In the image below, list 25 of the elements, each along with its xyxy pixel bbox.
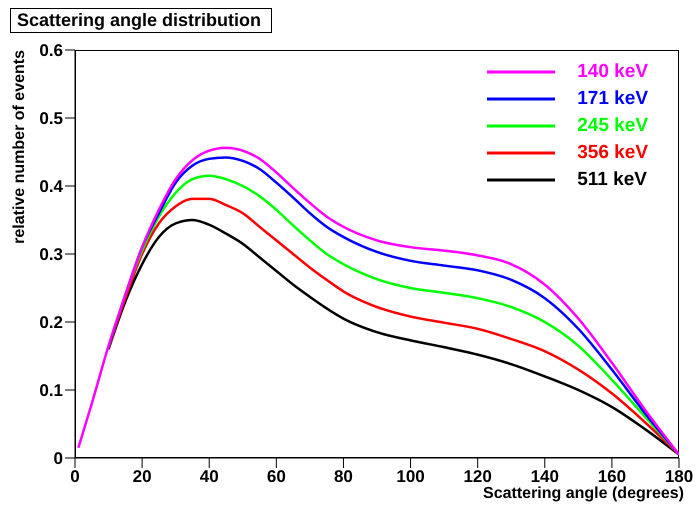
x-axis-title: Scattering angle (degrees)	[483, 485, 684, 502]
y-tick-label: 0.6	[39, 41, 63, 60]
y-axis-title: relative number of events	[11, 50, 28, 244]
y-tick-label: 0	[54, 449, 63, 468]
x-tick-label: 20	[132, 467, 152, 486]
legend-label: 171 keV	[577, 88, 648, 110]
legend-label: 245 keV	[577, 114, 648, 136]
legend-label: 356 keV	[577, 142, 648, 164]
x-tick-label: 100	[396, 467, 425, 486]
y-tick-label: 0.2	[39, 313, 63, 332]
y-tick-label: 0.3	[39, 245, 63, 264]
x-tick-label: 140	[530, 467, 559, 486]
legend-label: 140 keV	[577, 60, 648, 82]
x-tick-label: 160	[598, 467, 626, 486]
x-tick-label: 40	[200, 467, 219, 486]
x-tick-label: 80	[334, 467, 353, 486]
chart-title: Scattering angle distribution	[10, 8, 272, 33]
x-tick-label: 60	[266, 467, 286, 486]
x-tick-label: 120	[463, 467, 492, 486]
y-tick-label: 0.4	[39, 177, 64, 196]
legend-label: 511 keV	[577, 168, 647, 190]
y-tick-label: 0.5	[39, 109, 63, 128]
y-tick-label: 0.1	[39, 381, 63, 400]
x-tick-label: 180	[664, 467, 694, 486]
x-tick-label: 0	[70, 467, 80, 486]
